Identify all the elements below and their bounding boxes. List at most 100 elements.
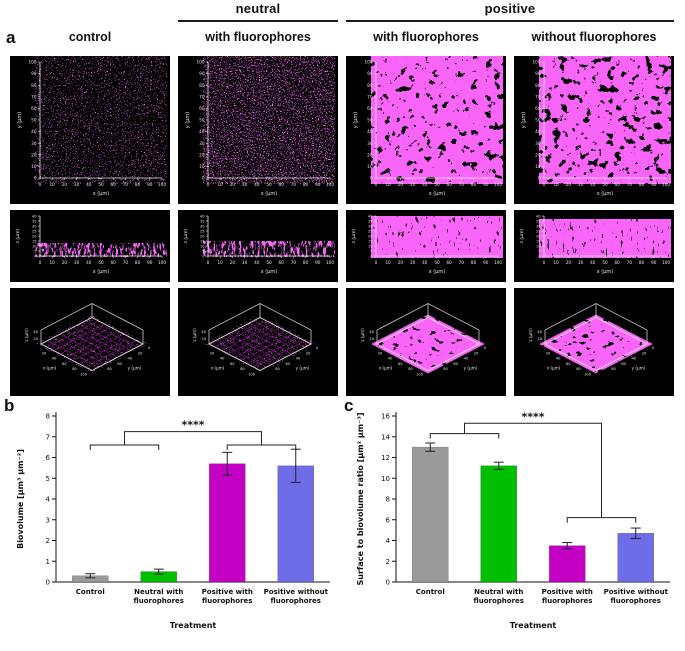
z-axis-label: z (µm) xyxy=(192,328,197,342)
x-tick-label: 60 xyxy=(111,182,117,187)
y-tick-label: 0 xyxy=(538,176,541,181)
y-tick-label: 0 xyxy=(370,176,373,181)
biofilm-signal xyxy=(377,62,497,178)
y-tick-label: 40 xyxy=(535,129,541,134)
topview-plot: 0 10 20 30 40 50 60 70 80 90 100 0 10 20 30 40 50 60 70 80 9… xyxy=(346,56,506,204)
group-header-positive-underline xyxy=(346,20,674,22)
y-tick-label: 70 xyxy=(535,94,541,99)
threed-image-neutral: 20 40 z (µm) 20 40 60 80 100 80 60 40 20 0 x (µm) y (µ… xyxy=(178,288,338,396)
bar-0 xyxy=(412,446,449,583)
y-tick-label: 50 xyxy=(535,118,541,123)
x-axis-label: x (µm) xyxy=(43,365,57,370)
box-edges xyxy=(376,303,480,344)
x-tick-label: 90 xyxy=(651,182,657,187)
x-tick-label: 90 xyxy=(315,260,321,265)
y-tick-label: 100 xyxy=(29,60,37,65)
y-tick-label: 40 xyxy=(31,129,37,134)
y-axis-label: y (µm) xyxy=(185,112,191,129)
y-tick-label: 10 xyxy=(535,164,541,169)
x-tick-label: 50 xyxy=(266,182,272,187)
y-tick-label: 2 xyxy=(46,537,50,545)
threed-image-control: 20 40 z (µm) 20 40 60 80 100 80 60 40 20 0 x (µm) y (µ… xyxy=(10,288,170,396)
x-tick-label: 80 xyxy=(135,182,141,187)
y-tick-label: 90 xyxy=(367,71,373,76)
z-tick-label: 40 xyxy=(369,330,374,334)
z-tick-label: 20 xyxy=(369,337,374,341)
y-tick-label: 10 xyxy=(31,164,37,169)
y-tick-label: 90 xyxy=(31,71,37,76)
significance-bracket xyxy=(429,422,637,523)
x-tick-label: 30 xyxy=(578,182,584,187)
x-tick-label: 100 xyxy=(158,182,166,187)
x-tick-label: 50 xyxy=(98,260,104,265)
z-tick-label: 20 xyxy=(537,337,542,341)
x-edge-tick: 40 xyxy=(220,357,225,361)
y-axis-label: y (µm) xyxy=(464,365,478,370)
x-tick-label: 50 xyxy=(98,182,104,187)
significance-label: **** xyxy=(181,419,204,432)
z-tick-label: 25 xyxy=(536,229,540,233)
z-tick-label: 30 xyxy=(200,224,204,228)
z-tick-label: 10 xyxy=(368,244,372,248)
y-edge-tick: 80 xyxy=(107,367,112,371)
x-axis-title: Treatment xyxy=(510,621,557,630)
y-axis-label: y (µm) xyxy=(632,365,646,370)
x-tick-label: 0 xyxy=(207,260,210,265)
y-tick-label: 5 xyxy=(46,475,50,483)
sideview-plot: 0 10 20 30 40 50 60 70 80 90 1000510152025303540x … xyxy=(346,210,506,282)
x-tick-label: 60 xyxy=(447,182,453,187)
x-tick-label: 40 xyxy=(422,182,428,187)
x-axis-label: x (µm) xyxy=(261,269,278,275)
z-tick-label: 20 xyxy=(536,234,540,238)
y-tick-label: 7 xyxy=(46,433,50,441)
z-tick-label: 20 xyxy=(200,234,204,238)
x-tick-label: 80 xyxy=(135,260,141,265)
y-edge-tick: 60 xyxy=(117,362,122,366)
z-tick-label: 5 xyxy=(202,249,204,253)
sideview-plot: 0 10 20 30 40 50 60 70 80 90 1000510152025303540x … xyxy=(178,210,338,282)
x-edge-tick: 80 xyxy=(240,367,245,371)
panel-label-b: b xyxy=(4,396,15,415)
x-tick-label: 40 xyxy=(86,260,92,265)
sideview-plot: 0 10 20 30 40 50 60 70 80 90 1000510152025303540x … xyxy=(10,210,170,282)
x-tick-label: 80 xyxy=(471,182,477,187)
z-tick-label: 20 xyxy=(201,337,206,341)
x-tick-label: 70 xyxy=(291,182,297,187)
x-tick-label: 50 xyxy=(434,260,440,265)
x-tick-label: 10 xyxy=(386,182,392,187)
z-tick-label: 0 xyxy=(538,254,540,258)
x-tick-label: 0 xyxy=(39,260,42,265)
y-tick-label: 60 xyxy=(367,106,373,111)
y-tick-label: 30 xyxy=(199,141,205,146)
y-tick-label: 20 xyxy=(199,152,205,157)
biofilm-signal xyxy=(41,62,161,178)
y-tick-label: 100 xyxy=(365,60,373,65)
x-tick-label: 60 xyxy=(615,260,621,265)
bar-chart-c: 0 2 4 6 8 10 12 14 16 Surface to biovolume ratio … xyxy=(356,410,670,630)
microscopy-column-positive-without: 0 10 20 30 40 50 60 70 80 90 100 0 10 20 30 40 50 60 70 80 9… xyxy=(514,56,674,396)
x-edge-tick: 20 xyxy=(378,351,383,355)
x-tick-label: 0 xyxy=(543,182,546,187)
z-tick-label: 0 xyxy=(370,254,372,258)
category-label: Control xyxy=(416,588,445,596)
z-tick-label: 35 xyxy=(200,219,204,223)
topview-image-control: 0 10 20 30 40 50 60 70 80 90 100 0 10 20 30 40 50 60 70 80 9… xyxy=(10,56,170,204)
y-tick-label: 40 xyxy=(367,129,373,134)
x-tick-label: 40 xyxy=(86,182,92,187)
y-tick-label: 3 xyxy=(46,516,50,524)
x-tick-label: 80 xyxy=(639,182,645,187)
z-axis-label: z (µm) xyxy=(183,228,189,243)
x-tick-label: 70 xyxy=(627,260,633,265)
y-tick-label: 10 xyxy=(367,164,373,169)
y-tick-label: 2 xyxy=(386,558,390,566)
y-tick-label: 8 xyxy=(46,413,50,421)
y-edge-tick: 60 xyxy=(285,362,290,366)
y-tick-label: 1 xyxy=(46,558,50,566)
column-title-positive-without: without fluorophores xyxy=(531,30,657,44)
bar-3 xyxy=(617,532,654,583)
x-edge-tick: 60 xyxy=(230,362,235,366)
z-tick-label: 0 xyxy=(34,254,36,258)
z-tick-label: 25 xyxy=(200,229,204,233)
sideview-image-positive-with: 0 10 20 30 40 50 60 70 80 90 100 0 5 10 15 20 25 30 35 40 x … xyxy=(346,210,506,282)
